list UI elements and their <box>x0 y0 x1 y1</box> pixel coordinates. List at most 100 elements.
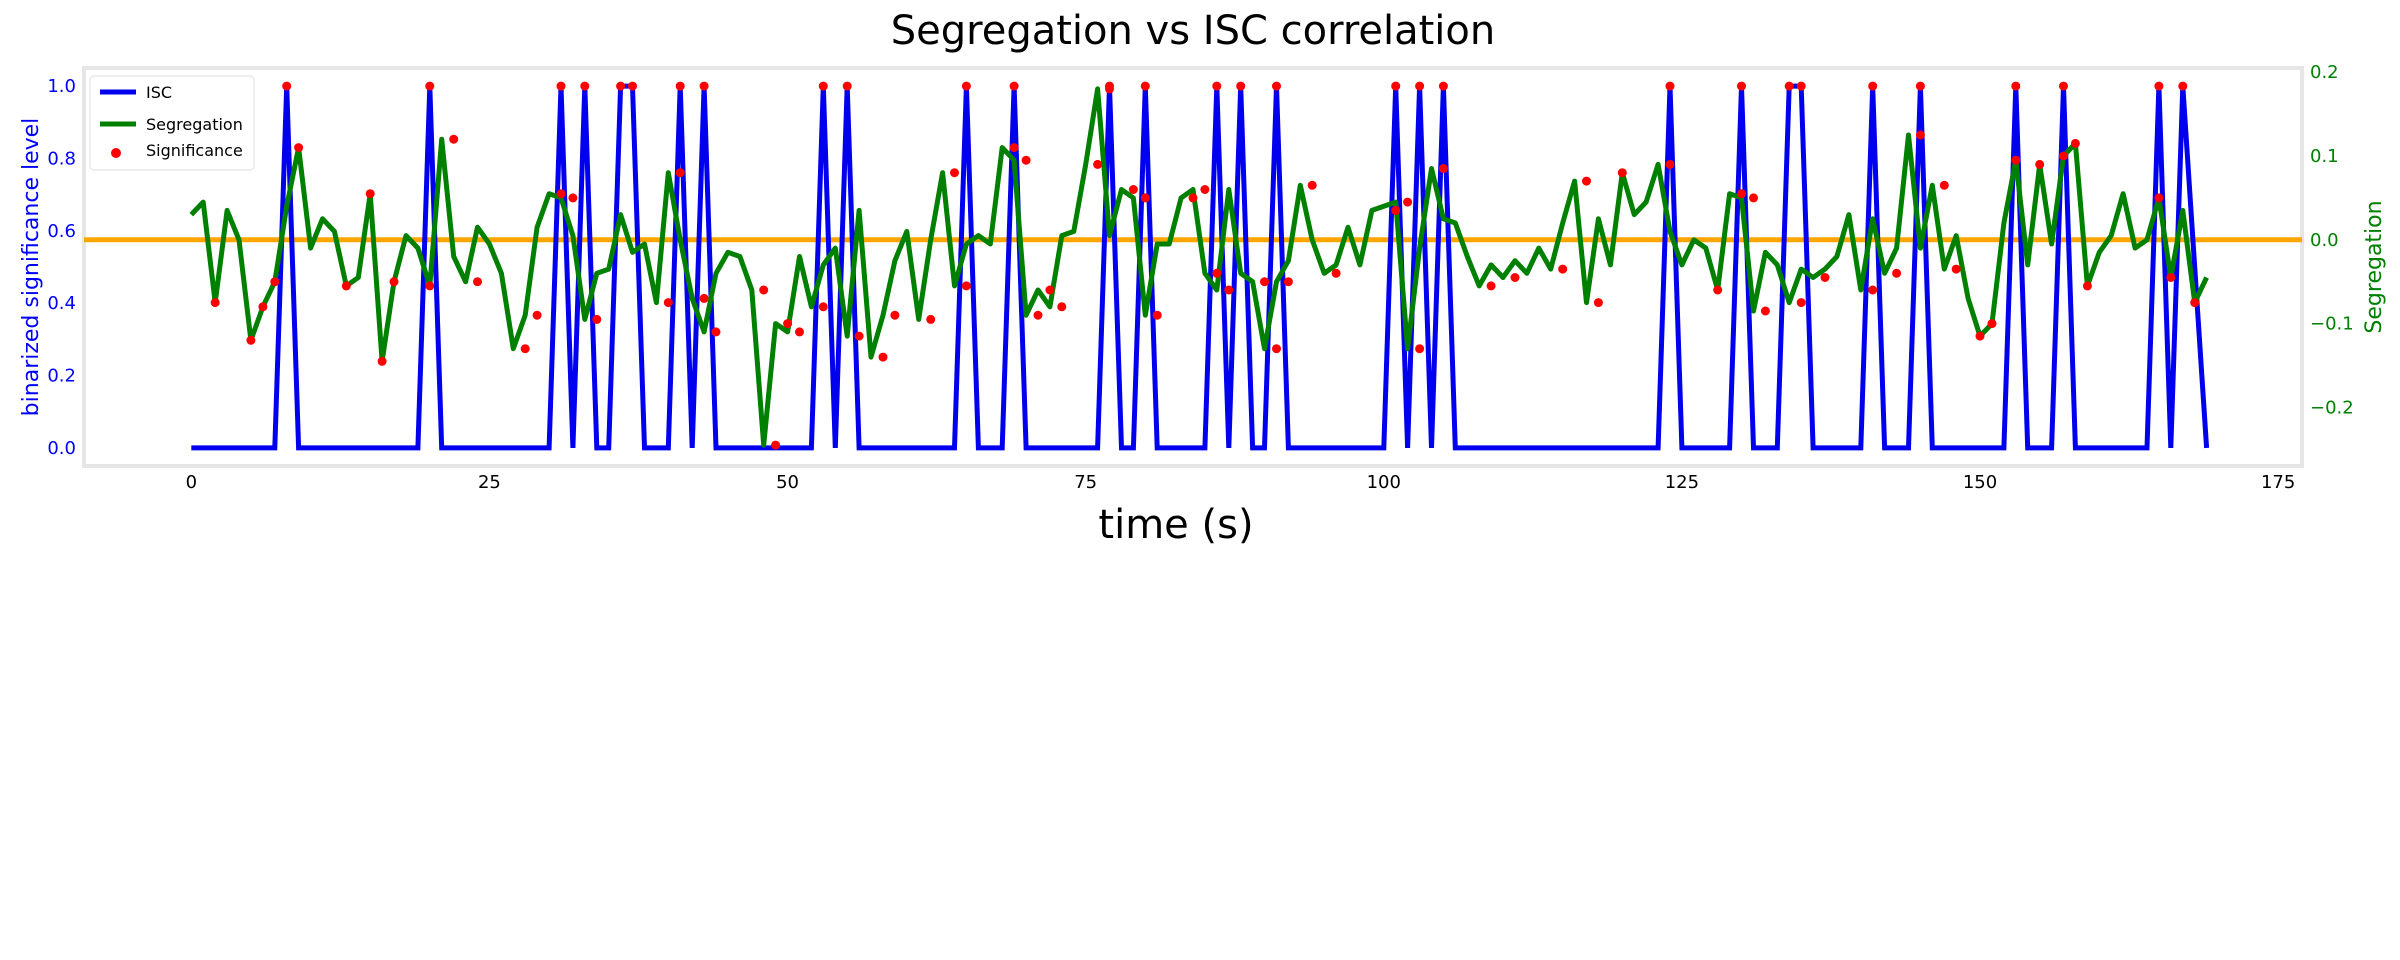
significance-point <box>1009 143 1019 153</box>
significance-point <box>1713 285 1723 295</box>
significance-point <box>473 277 482 287</box>
segregation-line <box>189 86 2209 448</box>
significance-point <box>1784 81 1794 91</box>
legend-label-isc: ISC <box>146 83 172 102</box>
significance-point <box>556 189 566 199</box>
significance-point <box>926 314 936 324</box>
significance-point <box>592 314 602 324</box>
significance-point <box>294 143 304 153</box>
significance-point <box>1021 155 1031 165</box>
significance-point <box>568 193 578 203</box>
significance-point <box>556 81 566 91</box>
significance-point <box>1188 193 1198 203</box>
segregation-series <box>189 86 2209 448</box>
significance-point <box>1307 180 1317 190</box>
significance-point <box>1415 81 1425 91</box>
significance-point <box>1749 193 1758 203</box>
significance-point <box>365 189 375 199</box>
isc-line <box>191 83 2210 451</box>
significance-point <box>616 81 626 91</box>
significance-point <box>1617 168 1627 178</box>
significance-point <box>1486 281 1496 291</box>
significance-point <box>258 302 268 312</box>
x-tick-label: 25 <box>478 472 501 493</box>
x-tick-label: 75 <box>1074 472 1097 493</box>
x-tick-label: 125 <box>1665 472 1699 493</box>
significance-point <box>1272 81 1281 91</box>
significance-point <box>2011 155 2021 165</box>
y-right-tick-label: 0.2 <box>2310 62 2339 83</box>
legend-label-significance: Significance <box>146 141 243 160</box>
significance-point <box>1033 310 1043 320</box>
significance-point <box>675 81 685 91</box>
significance-point <box>1737 81 1746 91</box>
significance-point <box>1152 310 1162 320</box>
significance-point <box>210 298 220 308</box>
significance-point <box>878 352 888 362</box>
significance-point <box>246 335 256 345</box>
x-axis-label: time (s) <box>1098 502 1253 548</box>
significance-point <box>1582 176 1591 186</box>
significance-point <box>663 298 673 308</box>
significance-point <box>1665 159 1675 169</box>
significance-point <box>699 293 709 303</box>
y-left-tick-label: 0.8 <box>47 148 76 169</box>
significance-point <box>2059 81 2068 91</box>
significance-point <box>1987 319 1997 329</box>
significance-point <box>1593 298 1603 308</box>
significance-point <box>1391 205 1401 215</box>
significance-point <box>699 81 709 91</box>
significance-point <box>532 310 542 320</box>
y-axis-right: −0.2 −0.1 0.0 0.1 0.2 <box>2310 62 2354 418</box>
significance-point <box>2190 298 2200 308</box>
significance-point <box>1820 273 1830 282</box>
significance-point <box>759 285 769 295</box>
significance-point <box>1391 81 1401 91</box>
significance-point <box>1128 185 1138 194</box>
x-tick-label: 150 <box>1963 472 1997 493</box>
x-axis: 0 25 50 75 100 125 150 175 <box>186 472 2296 493</box>
significance-point <box>1796 81 1806 91</box>
y-left-tick-label: 1.0 <box>47 76 76 97</box>
significance-point <box>1868 81 1878 91</box>
x-tick-label: 50 <box>776 472 799 493</box>
significance-point <box>2166 273 2176 282</box>
legend-swatch-significance <box>111 148 121 158</box>
significance-point <box>2082 281 2092 291</box>
significance-point <box>1558 264 1568 274</box>
significance-point <box>341 281 351 291</box>
significance-point <box>628 81 637 91</box>
significance-point <box>675 168 685 178</box>
significance-point <box>1915 81 1925 91</box>
significance-points <box>210 81 2200 450</box>
significance-point <box>389 277 399 287</box>
y-right-tick-label: 0.1 <box>2310 146 2339 167</box>
significance-point <box>1236 81 1246 91</box>
significance-point <box>1892 268 1902 278</box>
significance-point <box>890 310 900 320</box>
significance-point <box>520 344 530 354</box>
significance-point <box>1975 331 1985 341</box>
significance-point <box>1224 285 1234 295</box>
significance-point <box>795 327 804 337</box>
significance-point <box>2154 193 2164 203</box>
significance-point <box>783 319 793 329</box>
significance-point <box>377 356 387 366</box>
y-axis-left-label: binarized significance level <box>19 118 44 417</box>
significance-point <box>818 302 828 312</box>
significance-point <box>1272 344 1281 354</box>
y-left-tick-label: 0.0 <box>47 438 76 459</box>
significance-point <box>1951 264 1961 274</box>
chart-title: Segregation vs ISC correlation <box>891 8 1496 54</box>
significance-point <box>270 277 280 287</box>
legend-label-segregation: Segregation <box>146 115 243 134</box>
significance-point <box>580 81 590 91</box>
significance-point <box>950 168 959 178</box>
significance-point <box>449 134 459 144</box>
significance-point <box>2059 151 2068 161</box>
significance-point <box>1057 302 1067 312</box>
y-left-tick-label: 0.4 <box>47 293 76 314</box>
significance-point <box>1140 193 1150 203</box>
significance-point <box>1415 344 1425 354</box>
significance-point <box>711 327 721 337</box>
